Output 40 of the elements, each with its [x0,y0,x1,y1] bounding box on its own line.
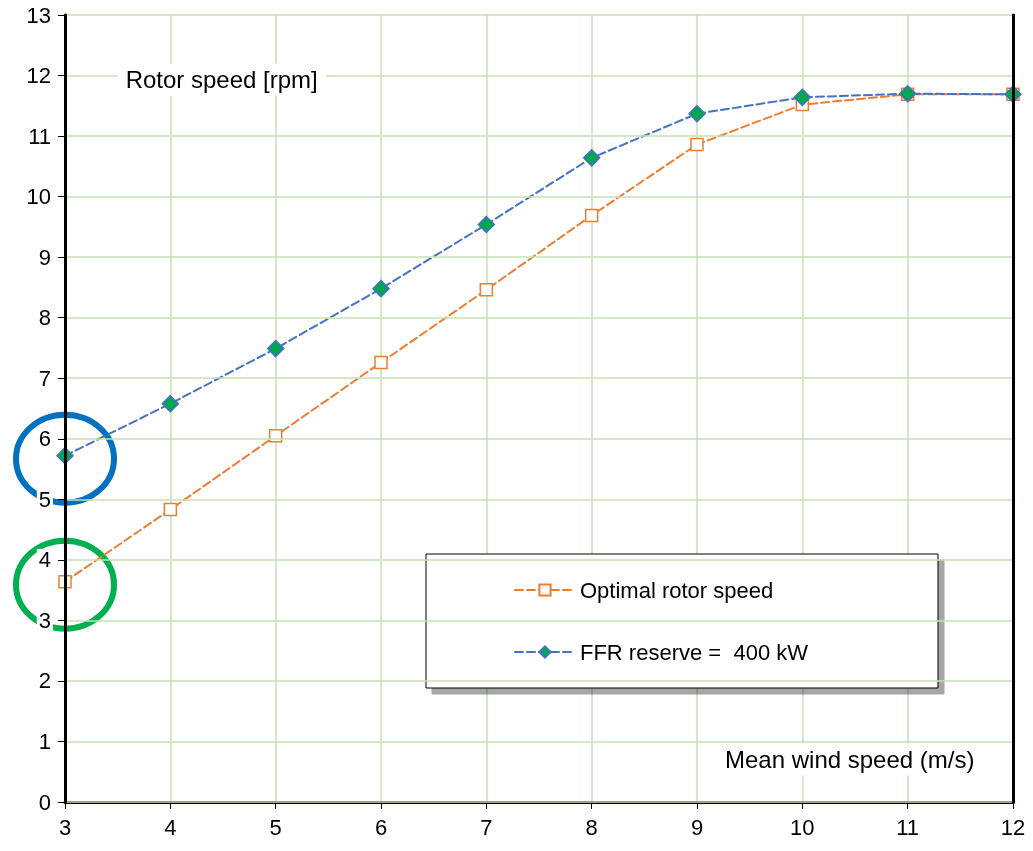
x-tick-label: 9 [690,814,704,840]
y-tick-label: 10 [26,184,51,210]
y-tick-label: 5 [38,486,51,512]
point [479,283,494,297]
legend-label: Optimal rotor speed [580,577,774,603]
x-axis-title: Mean wind speed (m/s) [725,746,975,774]
y-tick-label: 4 [38,547,51,573]
y-axis-title: Rotor speed [rpm] [125,66,318,94]
x-tick-label: 11 [896,814,920,840]
y-tick-label: 6 [38,426,51,452]
x-tick-label: 10 [790,814,815,840]
x-tick-label: 3 [58,814,72,840]
point [793,88,812,107]
point [161,394,180,413]
y-tick-label: 12 [26,63,51,89]
x-tick-label: 8 [585,814,598,840]
y-tick-label: 11 [28,123,51,149]
point [477,215,496,234]
point [690,137,704,152]
y-tick-label: 8 [38,305,51,331]
y-tick-label: 7 [38,365,51,391]
point [582,149,601,167]
point [163,502,178,517]
point [584,208,599,223]
point [266,339,285,358]
x-tick-label: 4 [164,814,177,840]
y-tick-label: 3 [38,607,51,633]
y-tick-label: 1 [38,728,51,754]
x-tick-label: 7 [480,814,493,840]
point [374,355,388,370]
point [688,104,706,123]
y-tick-label: 0 [38,789,51,815]
x-tick-label: 12 [1000,814,1026,840]
y-tick-label: 13 [26,2,51,28]
legend-label: FFR reserve = 400 kW [580,639,809,665]
point [372,279,390,298]
y-tick-label: 9 [38,244,51,270]
x-tick-label: 5 [269,814,282,840]
x-tick-label: 6 [374,814,388,840]
y-tick-label: 2 [38,668,51,694]
